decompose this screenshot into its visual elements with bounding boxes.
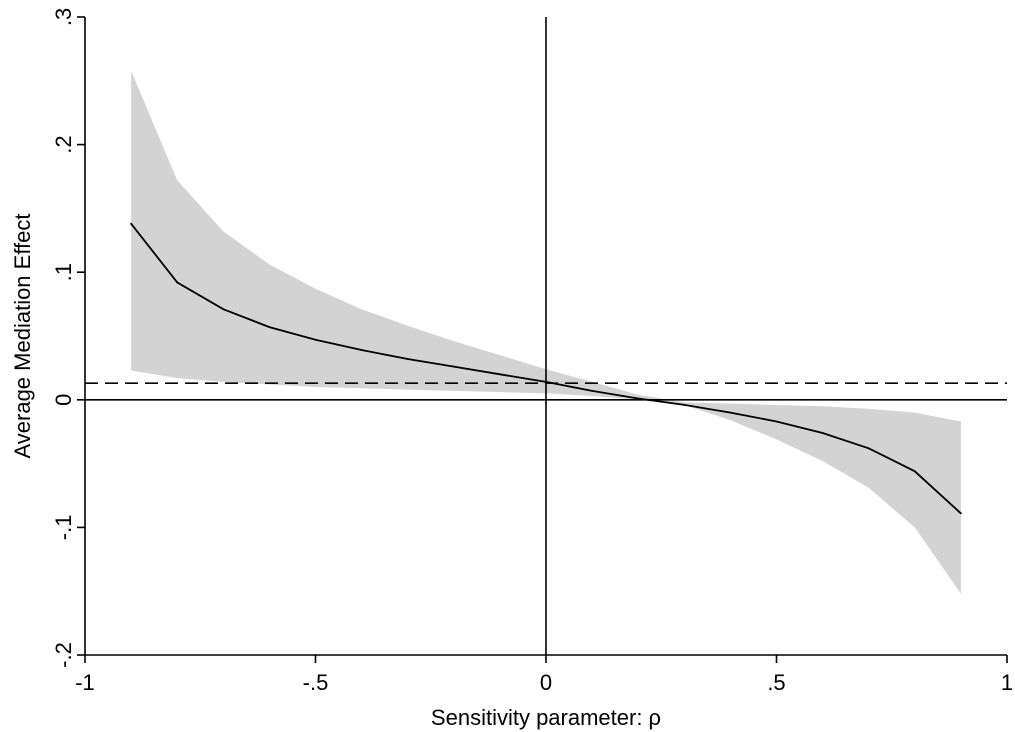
y-axis-title: Average Mediation Effect [10, 213, 35, 458]
mediation-effect-point [176, 281, 179, 284]
mediation-effect-point [545, 381, 547, 383]
x-tick-label: 0 [540, 670, 552, 695]
mediation-effect-point [406, 358, 409, 360]
mediation-effect-point [452, 365, 455, 368]
mediation-effect-point [775, 420, 778, 423]
mediation-effect-point [591, 390, 593, 392]
mediation-effect-point [130, 222, 133, 225]
x-axis-title: Sensitivity parameter: ρ [431, 705, 661, 730]
mediation-effect-point [821, 432, 824, 434]
plot-area [85, 17, 1007, 655]
y-tick-label: -.2 [51, 642, 76, 668]
x-tick-label: .5 [767, 670, 785, 695]
x-tick-label: 1 [1001, 670, 1013, 695]
x-tick-label: -1 [75, 670, 95, 695]
axes: -1 -.5 0 .5 1 -.2 -.1 0 .1 .2 .3 [51, 8, 1013, 695]
y-tick-label: .3 [51, 8, 76, 26]
mediation-effect-point [222, 308, 225, 311]
y-tick-label: .1 [51, 263, 76, 281]
y-tick-label: -.1 [51, 515, 76, 541]
mediation-effect-point [499, 373, 501, 376]
mediation-effect-point [360, 349, 363, 351]
mediation-effect-point [960, 512, 962, 515]
mediation-effect-point [729, 411, 732, 414]
x-tick-label: -.5 [303, 670, 329, 695]
mediation-effect-point [268, 326, 271, 328]
mediation-effect-point [637, 397, 640, 400]
mediation-effect-point [314, 338, 317, 341]
confidence-band [131, 70, 961, 594]
mediation-effect-point [913, 470, 916, 473]
mediation-effect-point [867, 447, 870, 450]
mediation-effect-point [683, 404, 686, 406]
y-tick-label: 0 [51, 394, 76, 406]
y-tick-label: .2 [51, 135, 76, 153]
